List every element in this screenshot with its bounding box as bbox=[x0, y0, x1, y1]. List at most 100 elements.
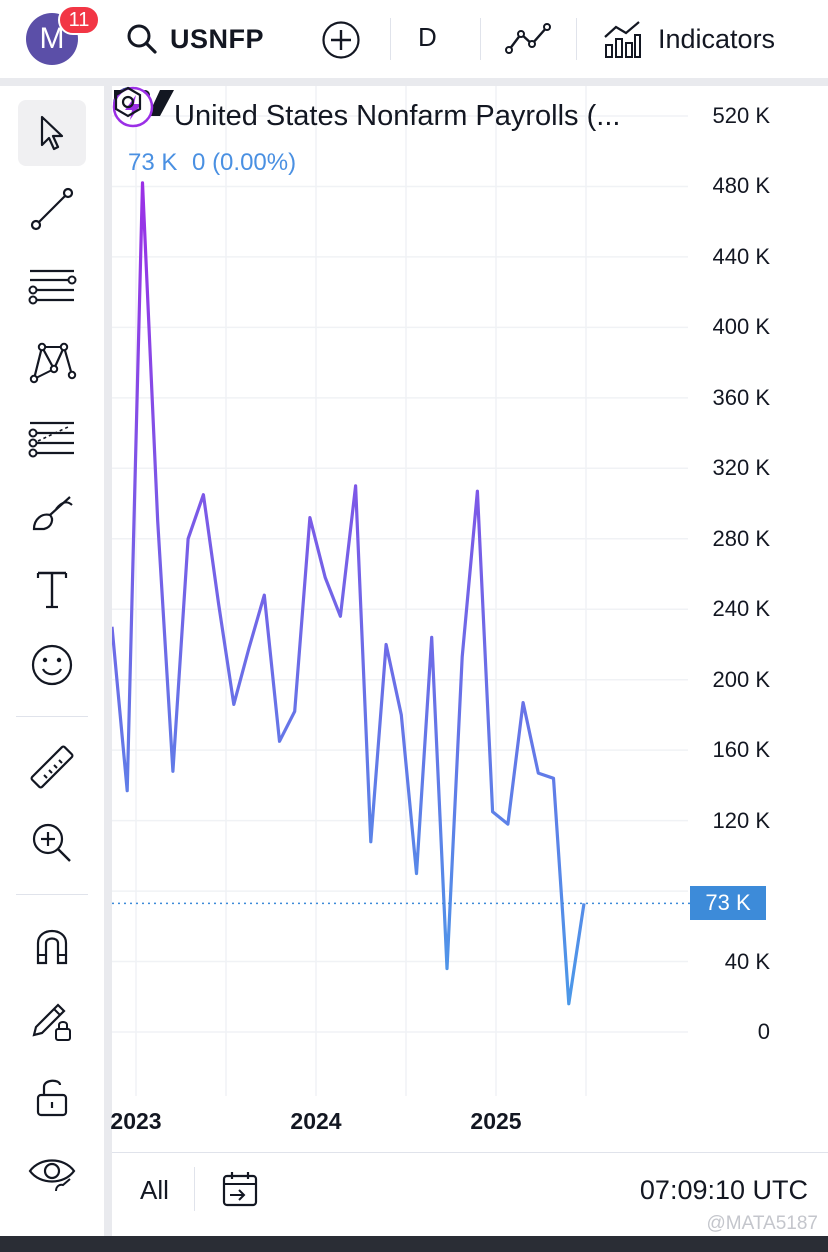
data-point bbox=[582, 901, 586, 905]
symbol-search-button[interactable]: USNFP bbox=[126, 18, 264, 60]
toolbar-divider bbox=[390, 18, 391, 60]
legend-values: 73 K 0 (0.00%) bbox=[128, 149, 296, 177]
x-tick-label: 2024 bbox=[290, 1108, 342, 1134]
pattern-tool[interactable] bbox=[18, 328, 86, 394]
y-tick-label: 40 K bbox=[724, 948, 770, 974]
data-point bbox=[247, 646, 251, 650]
data-point bbox=[536, 771, 540, 775]
data-point bbox=[277, 739, 281, 743]
legend-last-value: 73 K bbox=[128, 149, 178, 176]
eye-icon bbox=[28, 1159, 76, 1192]
magnet-tool[interactable] bbox=[18, 912, 86, 978]
lock-all-tool[interactable] bbox=[18, 1064, 86, 1130]
y-tick-label: 240 K bbox=[712, 596, 771, 622]
forecast-tool[interactable] bbox=[18, 404, 86, 470]
y-tick-label: 120 K bbox=[712, 807, 771, 833]
text-tool[interactable] bbox=[18, 556, 86, 622]
data-point bbox=[171, 769, 175, 773]
arrow-cursor-icon bbox=[40, 115, 64, 151]
data-point bbox=[415, 871, 419, 875]
chart-pane[interactable]: United States Nonfarm Payrolls (... 73 K… bbox=[110, 86, 828, 1236]
zoom-in-icon bbox=[32, 823, 71, 862]
data-point bbox=[475, 489, 479, 493]
data-point bbox=[430, 635, 434, 639]
horizontal-lines-icon bbox=[28, 269, 77, 305]
y-tick-label: 280 K bbox=[712, 525, 771, 551]
cursor-tool[interactable] bbox=[18, 100, 86, 166]
interval-button[interactable]: D bbox=[418, 22, 437, 52]
data-point bbox=[156, 519, 160, 523]
nfp-series-line[interactable] bbox=[112, 181, 586, 1006]
x-tick-label: 2023 bbox=[110, 1108, 162, 1134]
indicators-icon bbox=[604, 21, 641, 58]
y-tick-label: 440 K bbox=[712, 243, 771, 269]
data-point bbox=[338, 614, 342, 618]
magnet-icon bbox=[36, 929, 68, 965]
notification-badge: 11 bbox=[58, 5, 100, 35]
xabcd-pattern-icon bbox=[29, 342, 77, 384]
trend-line-tool[interactable] bbox=[18, 176, 86, 242]
hide-drawings-tool[interactable] bbox=[18, 1140, 86, 1206]
data-point bbox=[445, 967, 449, 971]
legend-title[interactable]: United States Nonfarm Payrolls (... bbox=[174, 100, 621, 132]
symbol-name: USNFP bbox=[170, 23, 265, 54]
data-point bbox=[232, 702, 236, 706]
data-point bbox=[140, 181, 144, 185]
frame-divider bbox=[104, 86, 112, 1236]
data-point bbox=[399, 713, 403, 717]
data-point bbox=[384, 642, 388, 646]
lightning-icon[interactable] bbox=[112, 86, 154, 128]
toolbar-divider bbox=[576, 18, 577, 60]
data-point bbox=[308, 516, 312, 520]
watermark: @MATA5187 bbox=[706, 1213, 818, 1234]
y-tick-label: 320 K bbox=[712, 455, 771, 481]
data-point bbox=[369, 840, 373, 844]
legend-change: 0 (0.00%) bbox=[192, 149, 297, 176]
utc-clock[interactable]: 07:09:10 UTC bbox=[639, 1175, 808, 1205]
compare-symbol-plus-icon[interactable] bbox=[321, 20, 361, 60]
x-tick-label: 2025 bbox=[470, 1108, 522, 1134]
data-point bbox=[217, 602, 221, 606]
indicators-label: Indicators bbox=[658, 23, 776, 54]
data-point bbox=[262, 593, 266, 597]
line-chart[interactable] bbox=[112, 86, 828, 1236]
line-chart-type-icon[interactable] bbox=[505, 22, 551, 56]
brush-tool[interactable] bbox=[18, 480, 86, 546]
toolbar-divider bbox=[194, 1167, 195, 1211]
data-point bbox=[293, 709, 297, 713]
go-to-date-icon[interactable] bbox=[220, 1169, 260, 1209]
last-price-label: 73 K bbox=[690, 886, 766, 921]
chart-series bbox=[112, 181, 690, 1006]
y-tick-label: 480 K bbox=[712, 173, 771, 199]
ruler-icon bbox=[30, 745, 74, 789]
indicators-button[interactable]: Indicators bbox=[602, 18, 775, 60]
data-point bbox=[460, 655, 464, 659]
data-point bbox=[125, 789, 129, 793]
y-tick-label: 520 K bbox=[712, 103, 771, 128]
zoom-tool[interactable] bbox=[18, 810, 86, 876]
lock-drawings-tool[interactable] bbox=[18, 988, 86, 1054]
data-point bbox=[567, 1002, 571, 1006]
chart-grid bbox=[112, 86, 688, 1096]
text-t-icon bbox=[36, 571, 68, 609]
bottom-toolbar: All 07:09:10 UTC bbox=[112, 1152, 828, 1236]
data-point bbox=[521, 701, 525, 705]
measure-tool[interactable] bbox=[18, 734, 86, 800]
data-point bbox=[186, 537, 190, 541]
y-tick-label: 200 K bbox=[712, 666, 771, 692]
frame-divider bbox=[0, 78, 828, 86]
unlock-icon bbox=[36, 1079, 68, 1117]
data-point bbox=[552, 776, 556, 780]
brush-icon bbox=[32, 496, 73, 531]
y-tick-label: 360 K bbox=[712, 384, 771, 410]
emoji-tool[interactable] bbox=[18, 632, 86, 698]
y-tick-label: 400 K bbox=[712, 314, 771, 340]
settings-hexagon-icon[interactable] bbox=[112, 86, 144, 118]
range-all-button[interactable]: All bbox=[140, 1175, 169, 1205]
top-toolbar: M 11 USNFP D Indicators bbox=[0, 0, 828, 78]
data-point bbox=[201, 493, 205, 497]
pencil-lock-icon bbox=[32, 1003, 71, 1041]
fib-retracement-tool[interactable] bbox=[18, 252, 86, 318]
drawing-toolbar bbox=[0, 86, 104, 1236]
trend-line-icon bbox=[30, 187, 74, 231]
